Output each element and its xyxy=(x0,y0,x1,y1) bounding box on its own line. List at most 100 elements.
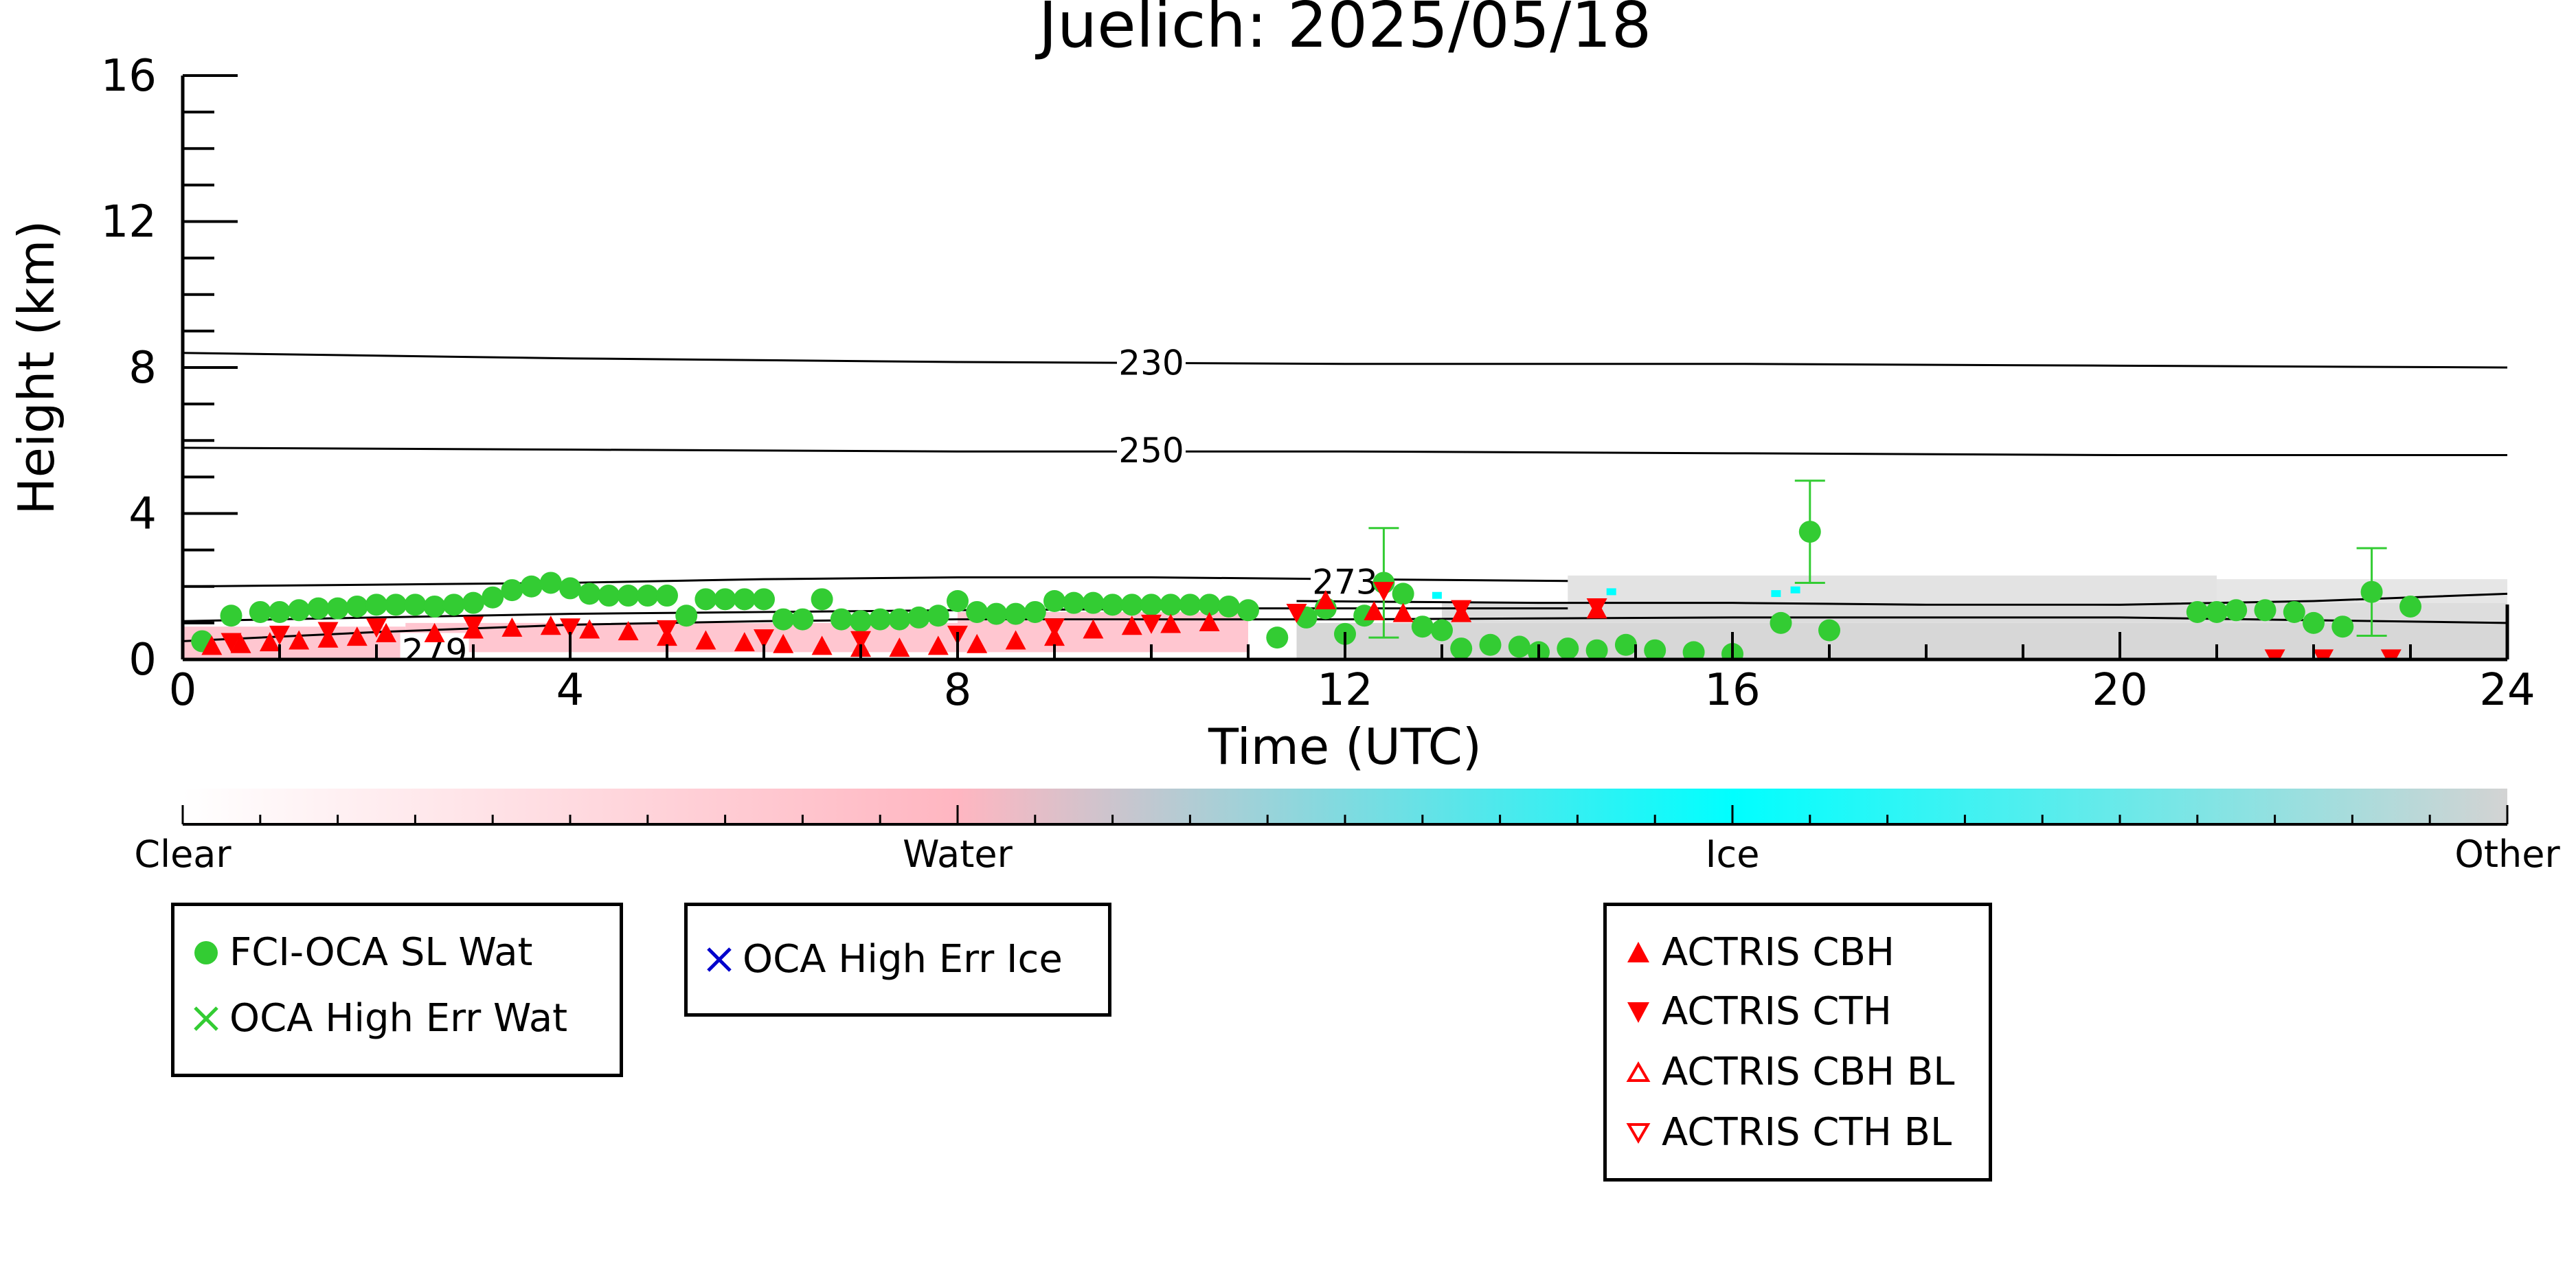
data-point xyxy=(2186,600,2208,623)
data-point xyxy=(791,608,814,631)
data-point xyxy=(734,632,755,652)
data-point xyxy=(1217,595,1240,618)
data-point xyxy=(714,588,736,611)
data-point xyxy=(772,608,795,631)
data-point xyxy=(578,583,601,605)
data-point xyxy=(695,630,716,650)
legend-label: OCA High Err Ice xyxy=(743,937,1063,982)
data-point xyxy=(1140,594,1162,616)
data-point xyxy=(346,595,368,618)
data-point xyxy=(1160,613,1182,633)
isotherm-label-bg xyxy=(1117,432,1186,467)
data-point xyxy=(1682,641,1705,659)
data-point xyxy=(675,605,698,627)
legend-item: OCA High Err Wat xyxy=(192,999,567,1038)
data-point xyxy=(560,618,580,638)
data-point xyxy=(2254,599,2276,622)
data-point xyxy=(753,588,775,611)
data-point xyxy=(2264,649,2285,659)
data-point xyxy=(1120,594,1143,616)
data-point xyxy=(1479,633,1502,656)
data-point xyxy=(2303,611,2325,634)
colorbar-label: Water xyxy=(903,833,1013,876)
y-tick-label: 4 xyxy=(128,489,157,540)
data-point xyxy=(442,594,465,616)
isotherm-label: 230 xyxy=(1118,343,1184,383)
legend-item: ACTRIS CTH BL xyxy=(1625,1114,1952,1152)
data-point xyxy=(326,597,349,620)
data-point xyxy=(1315,590,1336,609)
blue-x-marker-icon xyxy=(707,947,732,972)
ice-pixel xyxy=(1606,588,1616,596)
legend-item: FCI-OCA SL Wat xyxy=(192,934,533,972)
data-point xyxy=(907,606,930,629)
chart-title: Juelich: 2025/05/18 xyxy=(1035,0,1652,62)
data-point xyxy=(1141,614,1162,634)
colorbar-label: Ice xyxy=(1706,833,1760,876)
y-tick-label: 8 xyxy=(128,343,157,394)
legend-oca-ice: OCA High Err Ice xyxy=(684,903,1111,1017)
data-point xyxy=(947,590,969,612)
data-point xyxy=(888,608,911,631)
data-point xyxy=(1024,600,1046,623)
data-point xyxy=(423,595,446,618)
data-point xyxy=(376,622,397,642)
ice-pixel xyxy=(1790,586,1800,594)
data-point xyxy=(559,577,581,600)
data-point xyxy=(694,588,717,611)
isotherm-line xyxy=(1296,592,2507,606)
y-tick-label: 0 xyxy=(128,635,157,686)
data-point xyxy=(317,622,339,642)
data-point xyxy=(520,575,543,598)
data-point xyxy=(2206,600,2228,623)
ice-pixel xyxy=(1432,591,1442,599)
data-point xyxy=(617,585,640,607)
error-bars xyxy=(1368,479,2387,639)
legend-item: ACTRIS CBH xyxy=(1625,934,1895,972)
data-point xyxy=(1431,619,1453,642)
data-point xyxy=(1179,594,1201,616)
data-point xyxy=(927,635,949,655)
red-open-triangle-down-icon xyxy=(1626,1123,1651,1144)
colorbar-ticks xyxy=(181,805,2509,824)
red-open-triangle-up-icon xyxy=(1626,1061,1651,1082)
data-point xyxy=(1392,602,1414,622)
data-point xyxy=(1121,615,1142,635)
data-point xyxy=(889,637,910,657)
data-point xyxy=(230,633,251,653)
data-point xyxy=(1585,639,1608,659)
legend-label: ACTRIS CBH xyxy=(1662,930,1895,975)
data-point xyxy=(220,605,242,627)
legend-label: ACTRIS CTH xyxy=(1662,989,1892,1034)
data-point xyxy=(2399,595,2421,618)
data-point xyxy=(2313,649,2334,659)
data-point xyxy=(269,600,291,623)
data-point xyxy=(830,608,852,631)
data-point xyxy=(1392,583,1414,605)
y-tick-label: 16 xyxy=(101,51,157,102)
data-point xyxy=(967,633,988,653)
data-point xyxy=(1798,521,1821,543)
data-point xyxy=(1818,619,1840,642)
data-point xyxy=(1237,599,1259,622)
data-point xyxy=(1286,603,1307,623)
data-point xyxy=(366,618,387,638)
data-point xyxy=(404,594,427,616)
data-point xyxy=(463,616,484,636)
legend-label: FCI-OCA SL Wat xyxy=(229,930,533,975)
isotherm-label-bg xyxy=(1311,563,1379,598)
data-point xyxy=(1364,600,1385,620)
x-tick-label: 20 xyxy=(2092,665,2147,716)
data-point xyxy=(1083,619,1104,639)
data-point xyxy=(1557,637,1579,659)
data-point xyxy=(869,608,892,631)
data-point xyxy=(1044,618,1065,638)
isotherm-line xyxy=(183,447,2507,456)
data-point xyxy=(201,635,223,655)
data-point xyxy=(1005,630,1026,650)
x-tick-label: 8 xyxy=(944,665,972,716)
data-point xyxy=(636,585,659,607)
data-point xyxy=(307,597,330,620)
data-point xyxy=(539,572,562,594)
x-tick-label: 24 xyxy=(2479,665,2535,716)
